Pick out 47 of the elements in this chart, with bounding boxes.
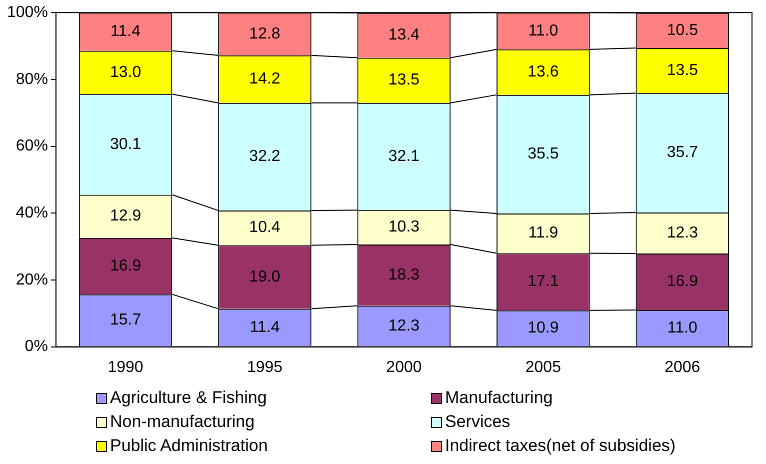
x-tick-label: 2005 (525, 358, 562, 376)
data-label: 16.9 (666, 273, 698, 290)
y-tick-label: 0% (24, 338, 48, 356)
y-tick-label: 80% (16, 70, 48, 88)
legend-label: Services (445, 412, 510, 432)
x-tick-label: 2000 (386, 358, 422, 376)
data-label: 12.3 (666, 224, 698, 242)
data-label: 13.0 (110, 64, 142, 81)
legend-label: Agriculture & Fishing (110, 388, 267, 408)
data-label: 12.3 (388, 317, 420, 334)
y-tick-label: 40% (16, 204, 48, 222)
data-label: 13.6 (528, 63, 559, 80)
y-tick-label: 100% (7, 4, 48, 22)
data-label: 10.4 (249, 219, 280, 236)
legend-label: Manufacturing (445, 388, 553, 408)
legend-label: Indirect taxes(net of subsidies) (445, 436, 676, 456)
data-label: 10.9 (528, 320, 559, 337)
data-label: 12.9 (110, 208, 142, 225)
data-label: 11.4 (250, 318, 280, 336)
data-label: 13.5 (666, 62, 698, 79)
data-label: 16.9 (110, 257, 142, 274)
data-label: 19.0 (249, 268, 280, 286)
data-label: 32.2 (249, 148, 280, 166)
data-label: 13.4 (388, 26, 420, 44)
data-label: 12.8 (249, 25, 280, 42)
y-tick-label: 60% (16, 138, 48, 155)
x-tick-label: 1990 (108, 358, 144, 376)
data-label: 30.1 (110, 136, 142, 153)
data-label: 10.5 (666, 22, 698, 39)
data-label: 11.9 (528, 224, 558, 242)
x-tick-label: 1995 (246, 358, 283, 376)
data-label: 14.2 (249, 70, 280, 88)
data-label: 32.1 (388, 148, 420, 165)
data-label: 15.7 (110, 312, 142, 329)
data-label: 18.3 (388, 266, 420, 284)
legend-label: Non-manufacturing (110, 412, 255, 432)
data-label: 17.1 (528, 273, 559, 290)
data-label: 13.5 (388, 72, 420, 89)
data-label: 10.3 (388, 218, 420, 236)
data-label: 35.5 (528, 146, 559, 163)
data-label: 35.7 (666, 144, 698, 162)
x-tick-label: 2006 (664, 358, 700, 376)
legend-label: Public Administration (110, 436, 268, 456)
data-label: 11.0 (667, 320, 698, 337)
y-tick-label: 20% (16, 271, 48, 288)
data-label: 11.4 (110, 23, 141, 40)
data-label: 11.0 (528, 22, 558, 40)
